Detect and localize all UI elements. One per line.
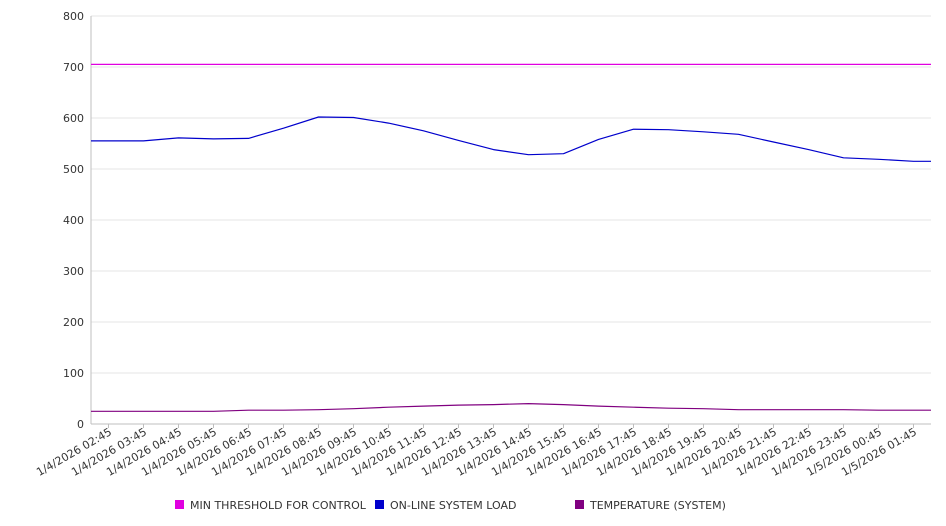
axes [90,16,931,428]
gridlines [91,15,931,425]
y-tick-label: 400 [63,214,84,227]
y-tick-label: 0 [77,418,84,431]
series-line-on-line-system-load [91,116,931,162]
y-tick-label: 100 [63,367,84,380]
y-tick-label: 600 [63,112,84,125]
legend-label: MIN THRESHOLD FOR CONTROL [190,499,367,512]
legend-label: TEMPERATURE (SYSTEM) [589,499,726,512]
y-tick-label: 300 [63,265,84,278]
legend-label: ON-LINE SYSTEM LOAD [390,499,516,512]
y-tick-label: 500 [63,163,84,176]
legend: MIN THRESHOLD FOR CONTROL ON-LINE SYSTEM … [175,499,726,512]
y-tick-label: 700 [63,61,84,74]
legend-swatch [375,500,384,509]
series-line-temperature-system [91,403,931,412]
y-tick-label: 200 [63,316,84,329]
legend-swatch [175,500,184,509]
y-tick-label: 800 [63,10,84,23]
series-lines [91,63,931,412]
legend-swatch [575,500,584,509]
x-tick-labels: 1/4/2026 02:451/4/2026 03:451/4/2026 04:… [34,425,919,479]
y-tick-labels: 0 100 200 300 400 500 600 700 800 [63,10,84,431]
